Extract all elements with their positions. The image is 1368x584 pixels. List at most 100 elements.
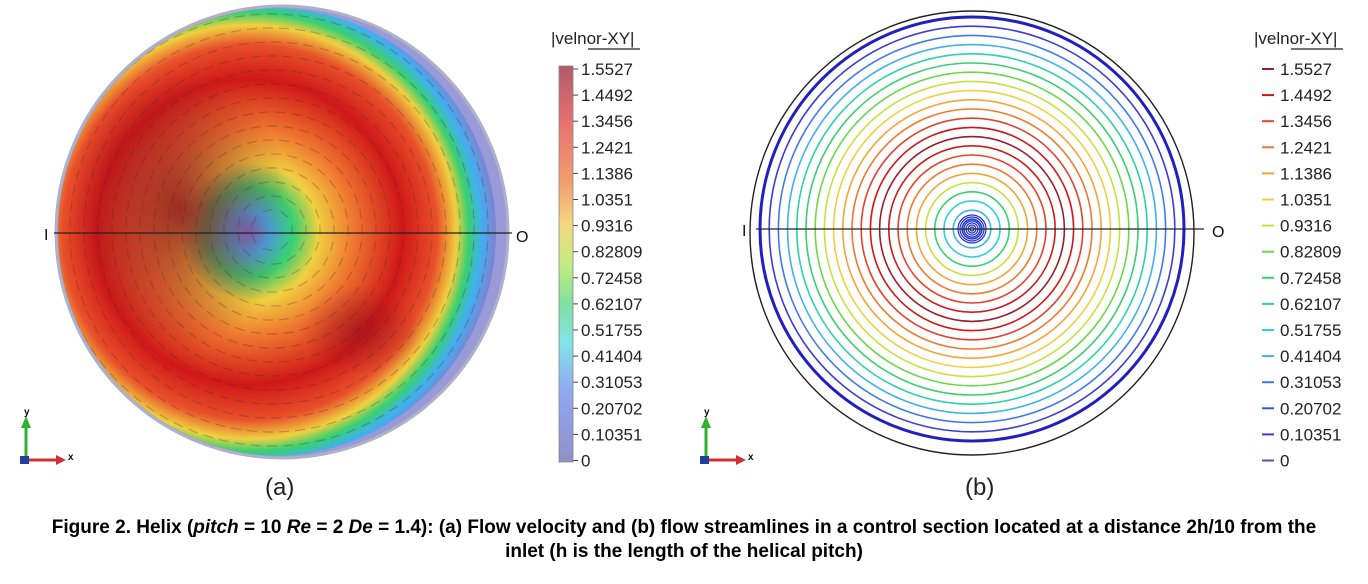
velocity-arrow: [402, 395, 411, 403]
velocity-arrow: [323, 296, 333, 304]
velocity-arrow: [215, 349, 226, 355]
max-velocity-region: [70, 70, 290, 350]
velocity-arrow: [306, 116, 317, 122]
legend-item-label: 0.9316: [1280, 217, 1332, 236]
velocity-arrow: [441, 256, 445, 268]
velocity-arrow: [102, 272, 107, 283]
velocity-arrow: [397, 71, 406, 79]
velocity-arrow: [113, 192, 117, 203]
colorbar-tick-label: 0.62107: [581, 295, 642, 314]
velocity-arrow: [227, 116, 238, 122]
legend-item-label: 0.82809: [1280, 243, 1341, 262]
velocity-arrow: [413, 345, 421, 354]
velocity-arrow: [287, 373, 298, 376]
velocity-arrow: [279, 97, 290, 100]
velocity-arrow: [283, 444, 294, 447]
velocity-arrow: [365, 99, 375, 107]
legend-item-label: 0: [1280, 452, 1289, 471]
velocity-arrow: [326, 421, 337, 426]
velocity-arrow: [440, 146, 446, 157]
velocity-arrow: [378, 342, 387, 350]
velocity-arrow: [344, 208, 348, 219]
velocity-arrow: [455, 146, 461, 157]
velocity-arrow: [220, 319, 230, 326]
velocity-arrow: [420, 93, 429, 102]
velocity-arrow: [109, 372, 118, 382]
velocity-arrow: [251, 216, 257, 227]
velocity-arrow: [398, 192, 402, 203]
colorbar-tick-label: 1.5527: [581, 60, 633, 79]
legend-item-label: 1.5527: [1280, 60, 1332, 79]
triad-x-label: x: [68, 452, 74, 463]
velocity-arrow: [171, 404, 181, 411]
velocity-arrow: [258, 388, 269, 391]
velocity-arrow: [373, 208, 377, 219]
velocity-arrow: [196, 370, 207, 377]
velocity-arrow: [99, 360, 107, 369]
velocity-arrow: [156, 155, 163, 166]
colorbar-tick-label: 0.72458: [581, 269, 642, 288]
velocity-arrow: [447, 347, 454, 357]
velocity-arrow: [291, 268, 301, 275]
velocity-arrow: [330, 434, 341, 439]
velocity-arrow: [389, 121, 398, 130]
velocity-arrow: [358, 374, 369, 382]
velocity-arrow: [365, 353, 375, 361]
velocity-arrow: [352, 362, 362, 369]
velocity-arrow: [234, 326, 245, 332]
velocity-arrow: [359, 208, 362, 219]
velocity-arrow: [226, 383, 237, 387]
velocity-arrow: [164, 69, 174, 77]
velocity-arrow: [484, 192, 487, 203]
velocity-arrow: [129, 185, 134, 196]
velocity-arrow: [144, 386, 154, 394]
velocity-arrow: [218, 17, 229, 22]
velocity-arrow: [176, 320, 185, 329]
velocity-arrow: [250, 288, 261, 292]
velocity-arrow: [176, 131, 185, 140]
colorbar-tick-label: 1.3456: [581, 112, 633, 131]
velocity-arrow: [84, 200, 87, 211]
velocity-arrow: [200, 418, 210, 423]
velocity-arrow: [344, 382, 355, 389]
velocity-arrow: [447, 103, 454, 113]
velocity-arrow: [466, 272, 471, 283]
velocity-arrow: [231, 194, 239, 204]
velocity-arrow: [275, 346, 286, 349]
velocity-arrow: [329, 179, 336, 189]
velocity-arrow: [255, 195, 265, 201]
legend-item-label: 0.72458: [1280, 269, 1341, 288]
velocity-arrow: [302, 294, 313, 301]
velocity-arrow: [432, 318, 439, 328]
velocity-arrow: [290, 112, 302, 117]
velocity-arrow: [352, 91, 362, 98]
velocity-arrow: [231, 310, 242, 316]
velocity-arrow: [215, 256, 222, 266]
velocity-arrow: [431, 287, 437, 298]
velocity-arrow: [398, 257, 402, 268]
velocity-arrow: [129, 264, 134, 275]
velocity-arrow: [129, 120, 137, 130]
velocity-arrow: [309, 147, 320, 154]
velocity-arrow: [360, 339, 370, 347]
velocity-arrow: [341, 415, 352, 421]
velocity-arrow: [153, 241, 157, 252]
velocity-arrow: [422, 272, 427, 283]
velocity-arrow: [197, 249, 203, 260]
velocity-arrow: [187, 312, 196, 321]
velocity-arrow: [175, 374, 186, 382]
velocity-arrow: [242, 70, 253, 74]
velocity-arrow: [376, 149, 384, 159]
velocity-arrow: [422, 177, 427, 188]
velocity-arrow: [373, 241, 377, 252]
velocity-arrow: [451, 273, 456, 283]
velocity-arrow: [250, 55, 261, 58]
velocity-arrow: [206, 142, 216, 150]
velocity-arrow: [368, 192, 374, 203]
velocity-arrow: [148, 142, 156, 152]
velocity-arrow: [243, 185, 253, 192]
velocity-arrow: [444, 208, 447, 219]
velocity-arrow: [86, 139, 92, 150]
velocity-arrow: [234, 15, 245, 18]
velocity-arrow: [393, 301, 400, 312]
